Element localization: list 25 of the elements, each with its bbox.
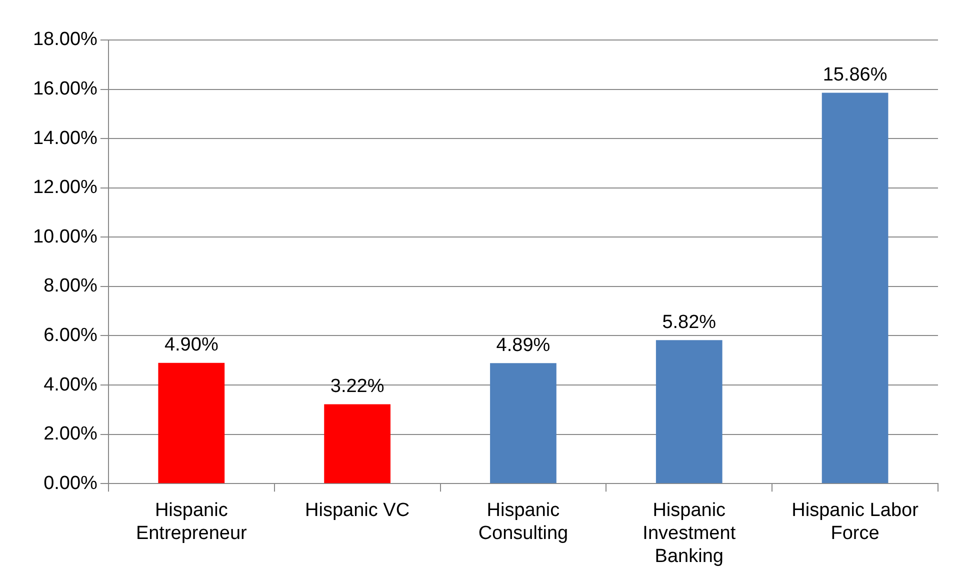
y-tick-label: 10.00%: [32, 226, 98, 248]
y-tick-label: 12.00%: [32, 177, 98, 198]
y-tick-label: 2.00%: [44, 424, 98, 445]
data-label: 4.90%: [164, 334, 218, 356]
bar: [490, 363, 556, 484]
bar: [324, 404, 390, 484]
bar: [822, 92, 888, 484]
y-tick-label: 18.00%: [32, 29, 98, 50]
x-tick-label: Hispanic Entrepreneur: [136, 500, 248, 544]
x-tick-label: Hispanic Investment Banking: [642, 500, 736, 567]
y-tick-label: 4.00%: [44, 374, 98, 396]
y-tick-label: 16.00%: [32, 78, 98, 100]
bar: [158, 362, 225, 484]
bar: [656, 340, 722, 484]
data-label: 4.89%: [496, 334, 550, 356]
y-tick-label: 14.00%: [32, 128, 98, 149]
y-tick-label: 8.00%: [44, 276, 98, 297]
data-label: 3.22%: [330, 376, 384, 397]
x-tick-label: Hispanic Labor Force: [792, 500, 920, 544]
y-tick-label: 6.00%: [44, 324, 98, 346]
y-tick-label: 0.00%: [44, 472, 98, 494]
data-label: 5.82%: [662, 312, 716, 333]
x-tick-label: Hispanic VC: [305, 500, 410, 522]
data-label: 15.86%: [822, 64, 888, 86]
x-tick-label: Hispanic Consulting: [478, 500, 568, 544]
